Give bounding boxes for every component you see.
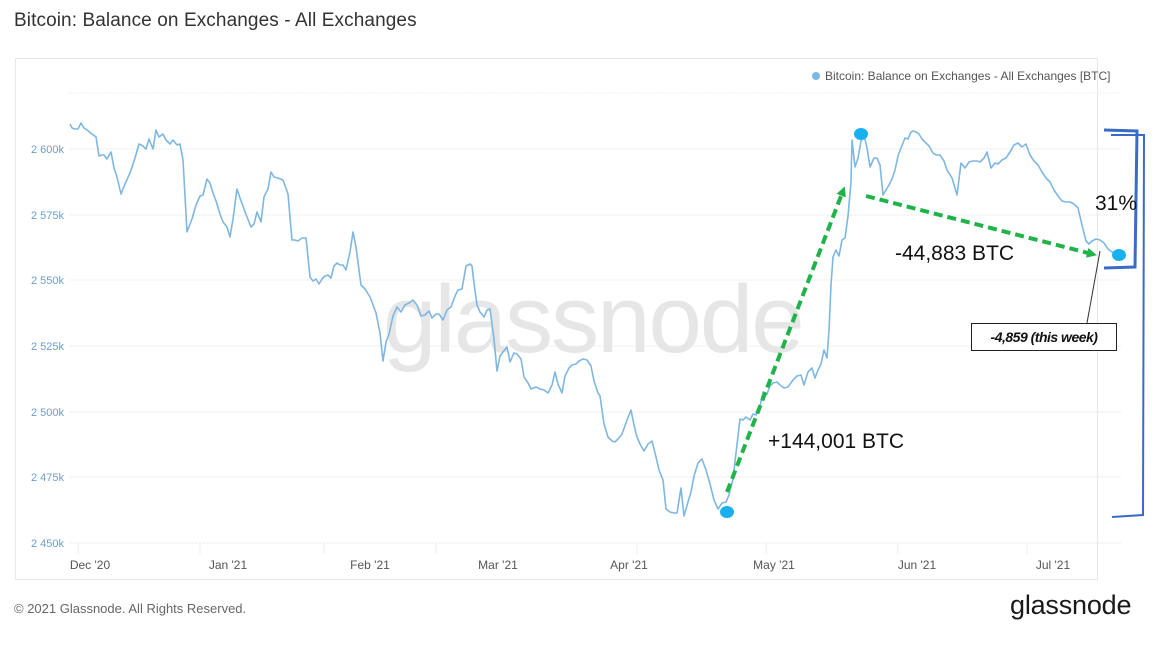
callout-pointer xyxy=(1086,250,1101,324)
fall-label: -44,883 BTC xyxy=(895,242,1014,265)
y-tick-label: 2 525k xyxy=(31,341,65,353)
y-tick-label: 2 575k xyxy=(31,210,65,222)
copyright-text: © 2021 Glassnode. All Rights Reserved. xyxy=(14,601,247,616)
low-point-marker xyxy=(720,506,734,518)
y-tick-label: 2 600k xyxy=(31,144,65,156)
series-line xyxy=(69,122,1121,517)
percent-label: 31% xyxy=(1095,192,1137,215)
weekly-change-label: -4,859 (this week) xyxy=(990,329,1098,345)
high-point-marker xyxy=(854,128,868,140)
rise-label: +144,001 BTC xyxy=(768,430,904,453)
chart-legend[interactable]: Bitcoin: Balance on Exchanges - All Exch… xyxy=(812,69,1111,83)
x-tick-label: Apr '21 xyxy=(610,558,648,572)
y-tick-label: 2 500k xyxy=(31,407,65,419)
legend-series-dot-icon xyxy=(812,72,820,80)
x-tick-marks xyxy=(77,543,1028,554)
range-bracket xyxy=(1111,134,1146,518)
x-tick-label: Dec '20 xyxy=(70,558,111,572)
percent-bracket xyxy=(1103,128,1139,270)
y-tick-label: 2 450k xyxy=(31,538,65,550)
watermark: glassnode xyxy=(383,266,803,373)
fall-arrow xyxy=(865,194,1097,258)
x-tick-label: Jan '21 xyxy=(209,558,248,572)
legend-series-label: Bitcoin: Balance on Exchanges - All Exch… xyxy=(825,69,1111,83)
chart-title: Bitcoin: Balance on Exchanges - All Exch… xyxy=(14,10,417,31)
x-tick-label: Feb '21 xyxy=(350,558,390,572)
y-axis: 2 600k 2 575k 2 550k 2 525k 2 500k 2 475… xyxy=(31,144,65,550)
x-tick-label: May '21 xyxy=(753,558,795,572)
x-tick-label: Jun '21 xyxy=(898,558,937,572)
rise-arrow xyxy=(725,186,846,493)
glassnode-logo[interactable]: glassnode xyxy=(1010,590,1132,620)
y-tick-label: 2 475k xyxy=(31,472,65,484)
chart-panel xyxy=(15,58,1098,580)
gridlines xyxy=(70,148,1122,544)
weekly-change-callout: -4,859 (this week) xyxy=(971,323,1117,351)
x-tick-label: Mar '21 xyxy=(478,558,518,572)
x-axis: Dec '20 Jan '21 Feb '21 Mar '21 Apr '21 … xyxy=(70,558,1071,572)
y-tick-label: 2 550k xyxy=(31,275,65,287)
x-tick-label: Jul '21 xyxy=(1036,558,1071,572)
latest-point-marker xyxy=(1112,249,1126,261)
